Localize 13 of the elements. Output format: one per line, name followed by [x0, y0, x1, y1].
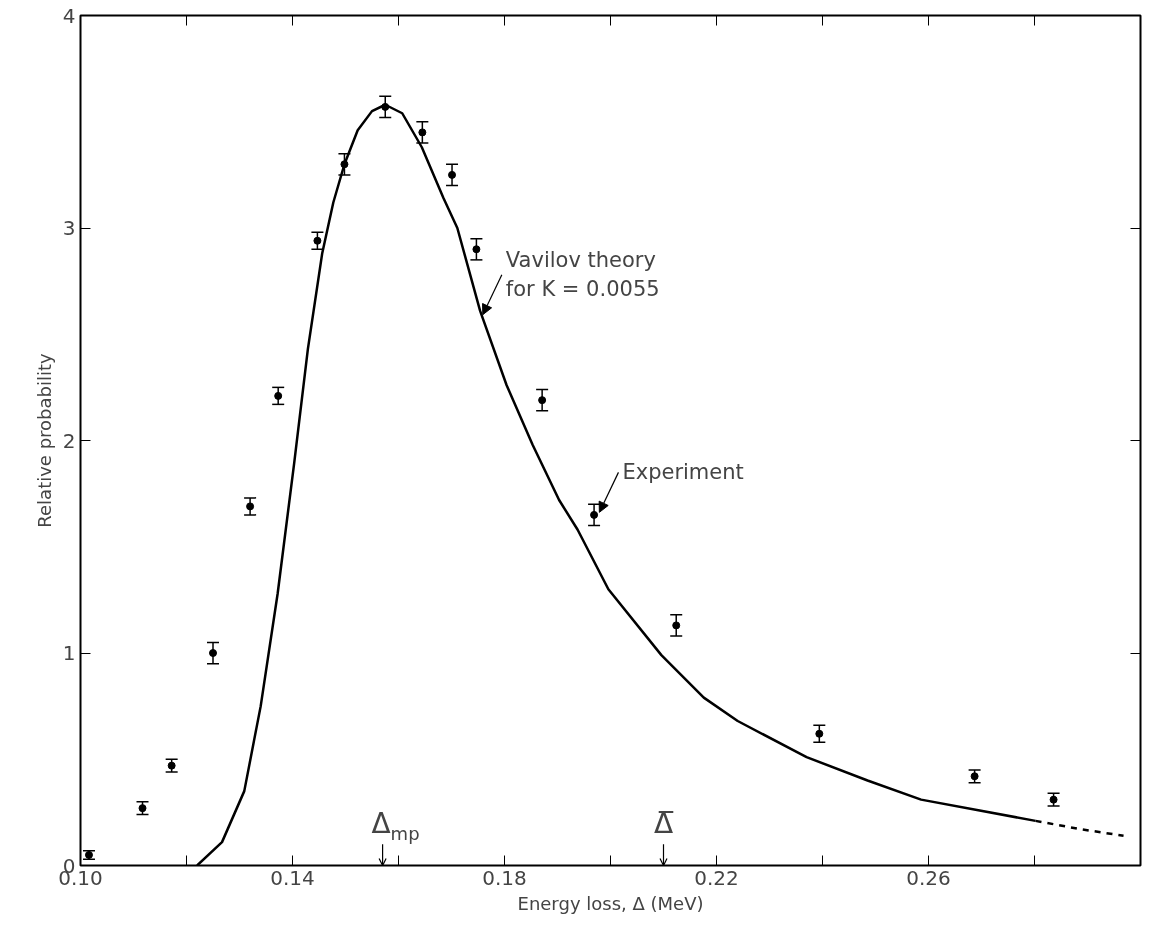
y-axis-title: Relative probability — [33, 352, 55, 528]
x-tick-label: 0.18 — [482, 865, 527, 890]
x-tick-label: 0.14 — [270, 865, 315, 890]
y-tick-label: 4 — [62, 3, 76, 28]
x-tick-label: 0.22 — [694, 865, 739, 890]
y-tick-label: 2 — [62, 428, 76, 453]
y-tick-label: 1 — [62, 641, 76, 665]
x-tick-label: 0.26 — [906, 865, 951, 890]
annotation: Experiment — [622, 460, 744, 485]
x-axis-title: Energy loss, Δ (MeV) — [517, 892, 704, 914]
ref-line-label: Δ̅ — [653, 807, 675, 840]
y-tick-label: 3 — [62, 216, 76, 240]
annotation: Vavilov theory for K = 0.0055 — [505, 248, 660, 302]
